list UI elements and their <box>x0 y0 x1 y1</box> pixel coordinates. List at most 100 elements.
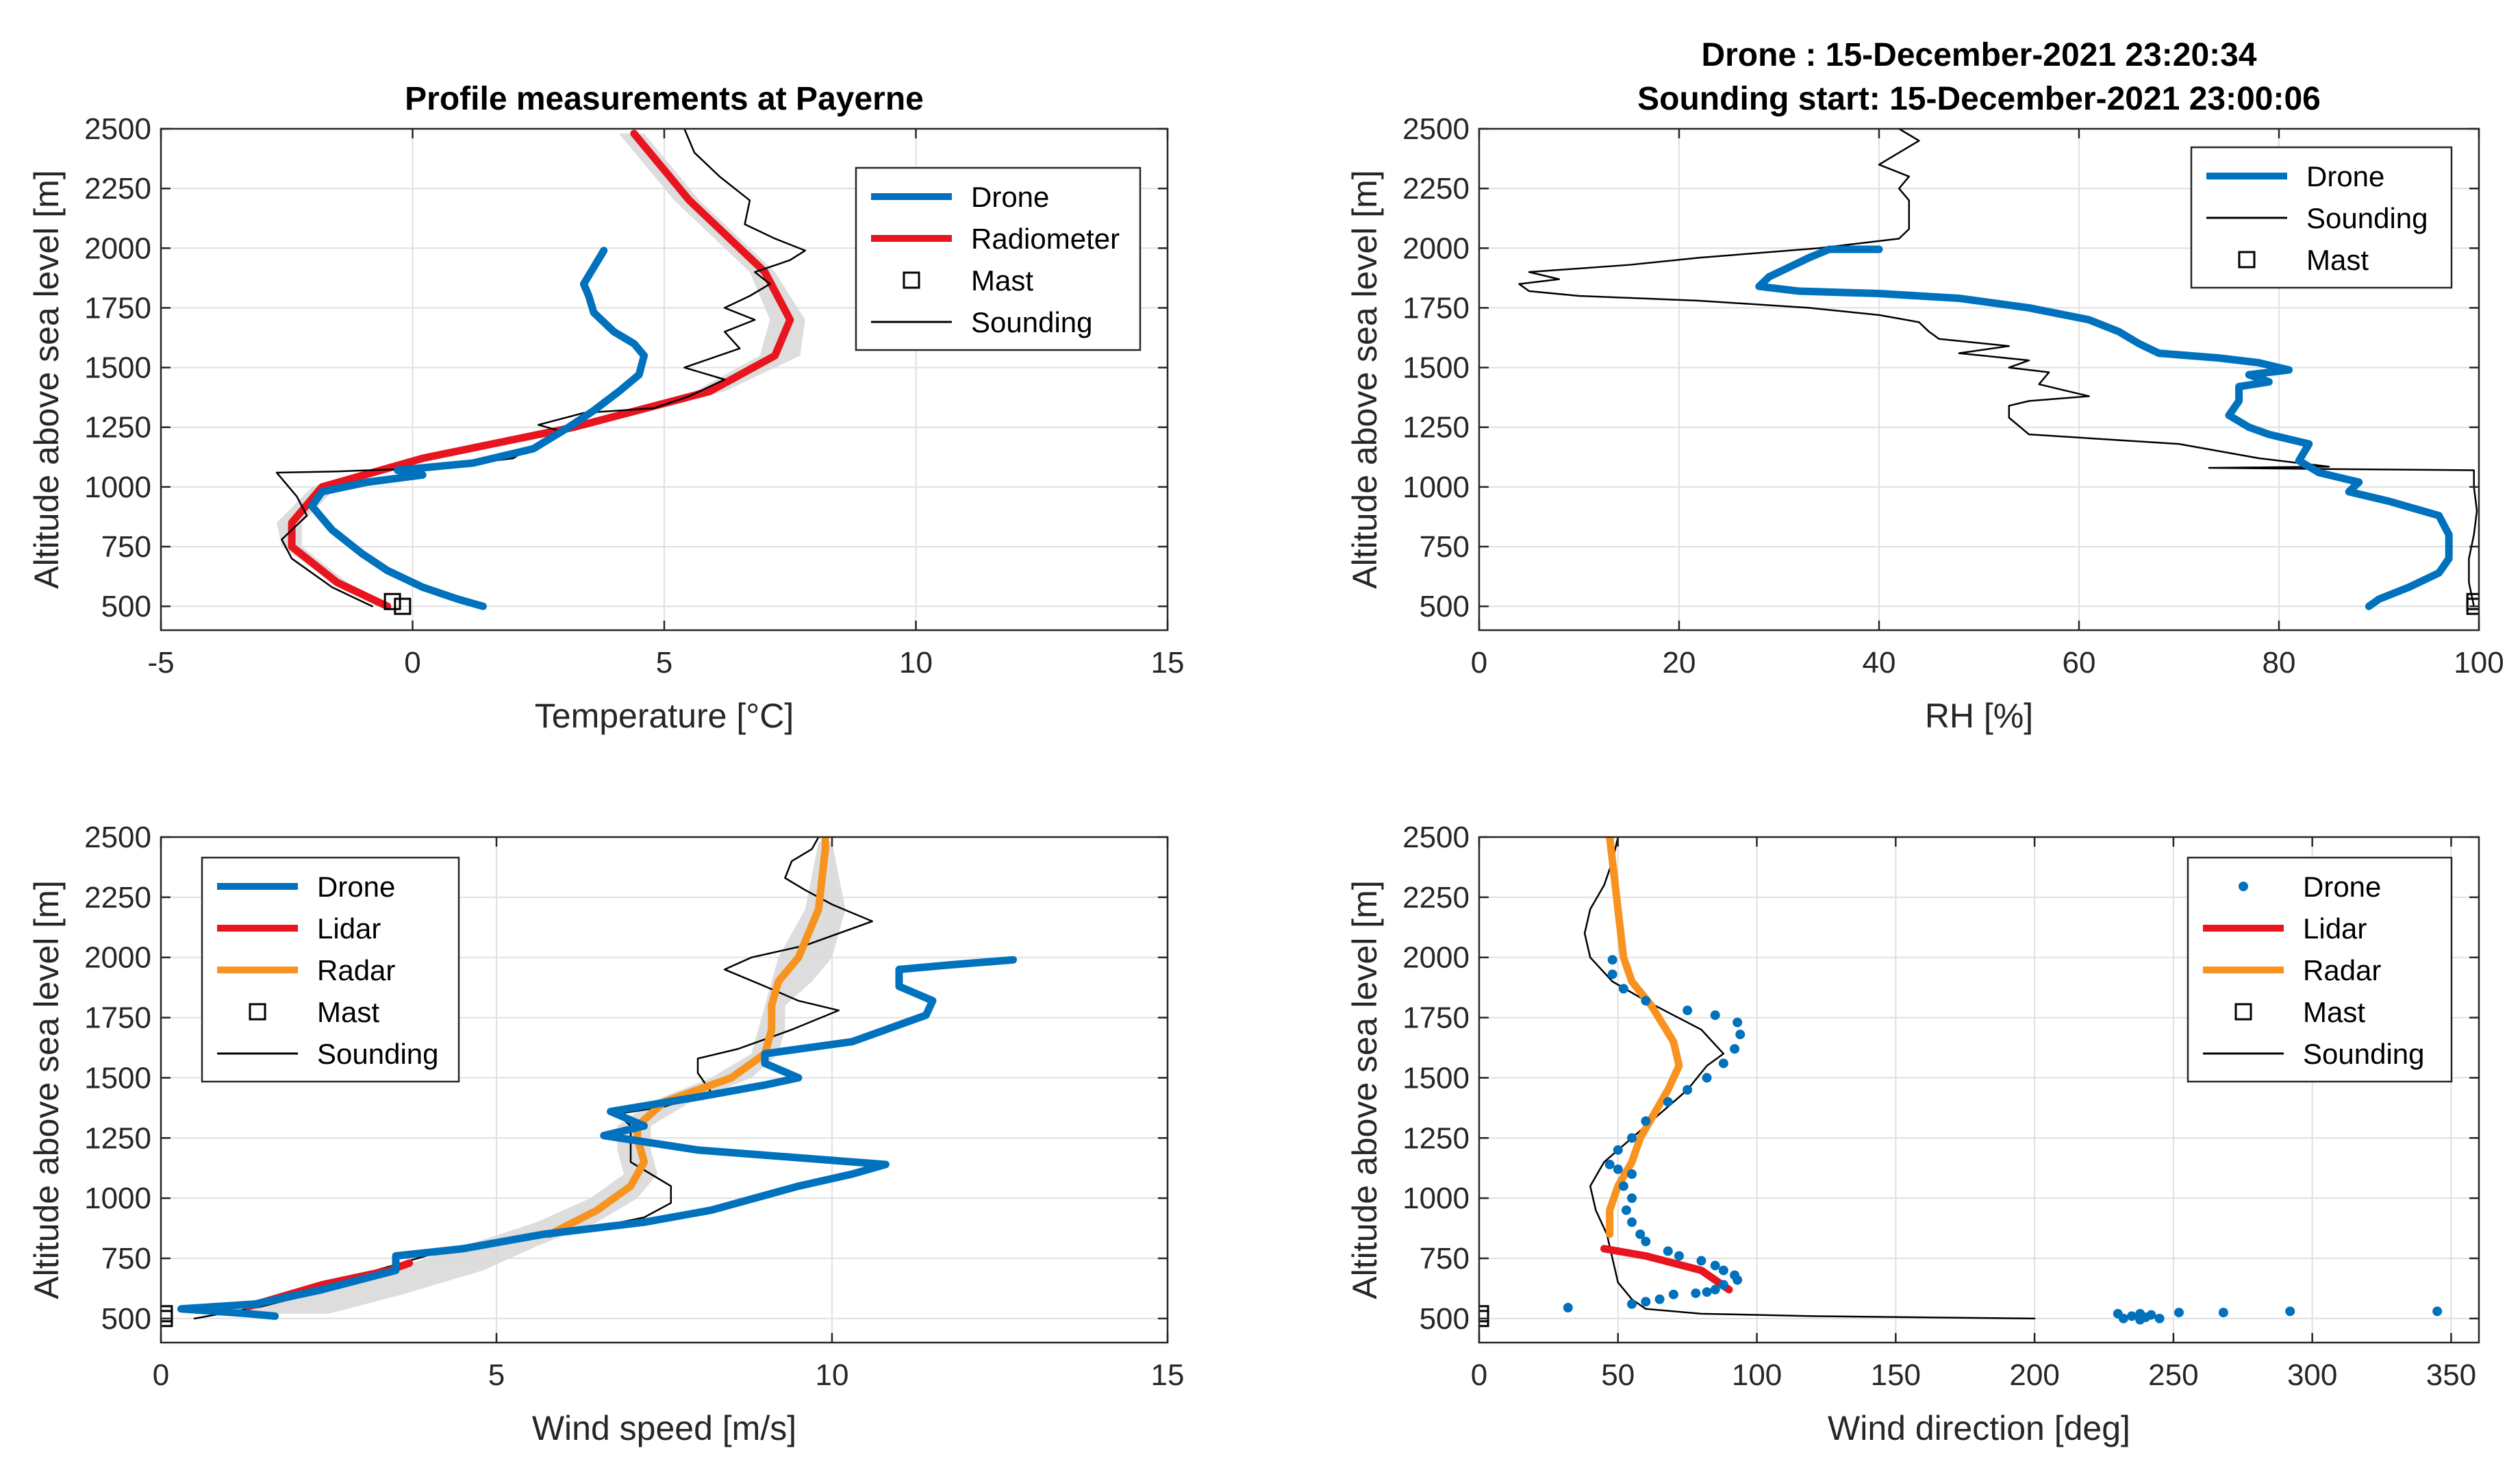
y-tick-label: 1000 <box>1402 471 1470 504</box>
x-tick-label: 300 <box>2287 1358 2337 1392</box>
legend-label-sounding: Sounding <box>2306 202 2428 234</box>
legend-label-drone: Drone <box>2306 160 2384 192</box>
data-point <box>1718 1265 1728 1275</box>
legend: Drone Lidar Radar Mast Sounding <box>2187 856 2453 1083</box>
data-point <box>1718 1058 1728 1069</box>
y-axis-label: Altitude above sea level [m] <box>27 880 66 1299</box>
chart-title: Drone : 15-December-2021 23:20:34 <box>1701 37 2256 73</box>
data-point <box>1635 1229 1646 1239</box>
x-tick-label: 100 <box>2454 646 2504 680</box>
legend-label-mast: Mast <box>2306 244 2369 276</box>
y-tick-label: 500 <box>1420 590 1470 623</box>
y-tick-label: 2000 <box>1402 232 1470 265</box>
y-tick-label: 750 <box>101 1242 151 1275</box>
legend: Drone Lidar Radar Mast Sounding <box>201 856 460 1083</box>
axes-box <box>1478 127 2480 632</box>
y-tick-label: 2250 <box>1402 172 1470 205</box>
legend-label-drone: Drone <box>971 181 1049 213</box>
legend-label-sounding: Sounding <box>971 306 1093 338</box>
chart-temp: -5 0 5 10 15 500 750 1000 1250 1500 1750 2000 2250 25… <box>27 81 1184 735</box>
legend-swatch-mast <box>2234 1003 2252 1021</box>
x-tick-label: 200 <box>2009 1358 2059 1392</box>
legend-label-lidar: Lidar <box>2303 912 2367 945</box>
data-point <box>1702 1073 1712 1083</box>
legend-swatch-mast <box>903 271 920 289</box>
mast-marker <box>1479 1305 1489 1323</box>
y-tick-label: 1500 <box>1402 1061 1470 1095</box>
data-point <box>1627 1133 1637 1143</box>
mast-markers <box>2466 593 2479 615</box>
series-lidar-line <box>1600 1245 1733 1294</box>
data-point <box>1674 1251 1684 1261</box>
data-point <box>1732 1017 1743 1027</box>
plot-series <box>161 837 1018 1328</box>
data-point <box>1563 1303 1573 1313</box>
y-tick-label: 2500 <box>84 821 151 854</box>
data-point <box>1683 1006 1693 1016</box>
legend-label-radar: Radar <box>2303 954 2381 986</box>
y-tick-label: 1250 <box>84 1121 151 1155</box>
mast-marker <box>383 593 401 610</box>
data-point <box>2174 1308 2184 1318</box>
x-tick-label: 10 <box>816 1358 849 1392</box>
series-radar-line <box>1606 837 1683 1238</box>
data-point <box>2146 1310 2156 1320</box>
axes-box <box>1478 836 2480 1344</box>
x-tick-label: 0 <box>153 1358 169 1392</box>
chart-rh: 0 20 40 60 80 100 500 750 1000 1250 1500 1750 2000 22… <box>1346 37 2504 735</box>
data-point <box>1627 1169 1637 1179</box>
y-tick-label: 2250 <box>1402 881 1470 914</box>
y-tick-label: 2000 <box>1402 941 1470 975</box>
plot-series <box>275 129 807 615</box>
data-point <box>1663 1246 1673 1256</box>
series-sounding-line <box>1583 837 2036 1320</box>
data-point <box>1621 1205 1631 1215</box>
data-point <box>2285 1306 2295 1317</box>
data-point <box>1627 1299 1637 1309</box>
y-axis-label: Altitude above sea level [m] <box>1346 170 1384 588</box>
chart-wspd: 0 5 10 15 500 750 1000 1250 1500 1750 2000 2250 2500… <box>27 821 1184 1447</box>
data-point <box>1735 1030 1746 1040</box>
data-point <box>1627 1193 1637 1204</box>
plot-series <box>1479 837 2443 1328</box>
y-tick-label: 1250 <box>1402 1121 1470 1155</box>
x-tick-label: 20 <box>1663 646 1696 680</box>
mast-markers <box>161 1305 173 1328</box>
data-point <box>2218 1308 2228 1318</box>
mast-marker <box>2466 593 2479 610</box>
y-tick-label: 1000 <box>1402 1182 1470 1215</box>
y-tick-label: 1250 <box>84 411 151 445</box>
mast-marker <box>394 597 412 615</box>
data-point <box>2118 1313 2128 1323</box>
y-tick-label: 1750 <box>84 1001 151 1035</box>
data-point <box>1663 1097 1673 1107</box>
data-point <box>1618 1181 1628 1191</box>
x-tick-label: 150 <box>1871 1358 1921 1392</box>
y-tick-label: 2500 <box>1402 821 1470 854</box>
y-tick-label: 500 <box>1420 1302 1470 1336</box>
x-axis-label: RH [%] <box>1925 697 2033 735</box>
x-tick-label: 40 <box>1863 646 1896 680</box>
y-tick-label: 1750 <box>84 291 151 325</box>
y-axis-label: Altitude above sea level [m] <box>27 170 66 588</box>
data-point <box>1618 984 1628 994</box>
data-point <box>1654 1294 1665 1304</box>
chart-wdir: 0 50 100 150 200 250 300 350 500 750 1000 1250 1500 1… <box>1346 821 2480 1447</box>
legend-label-mast: Mast <box>971 264 1033 297</box>
legend-label-sounding: Sounding <box>2303 1038 2425 1070</box>
series-drone-line <box>177 956 1018 1320</box>
y-tick-label: 500 <box>101 590 151 623</box>
mast-marker <box>161 1305 173 1323</box>
axes-box <box>160 836 1169 1344</box>
data-point <box>1710 1260 1720 1271</box>
data-point <box>1683 1085 1693 1095</box>
y-tick-label: 1500 <box>84 351 151 385</box>
y-tick-label: 1000 <box>84 1182 151 1215</box>
data-point <box>1607 969 1617 980</box>
y-tick-label: 2250 <box>84 172 151 205</box>
series-drone-points <box>1563 955 2443 1325</box>
x-axis-label: Wind speed [m/s] <box>532 1409 796 1447</box>
data-point <box>1613 1145 1623 1155</box>
data-point <box>1730 1044 1740 1054</box>
y-tick-label: 2000 <box>84 941 151 975</box>
